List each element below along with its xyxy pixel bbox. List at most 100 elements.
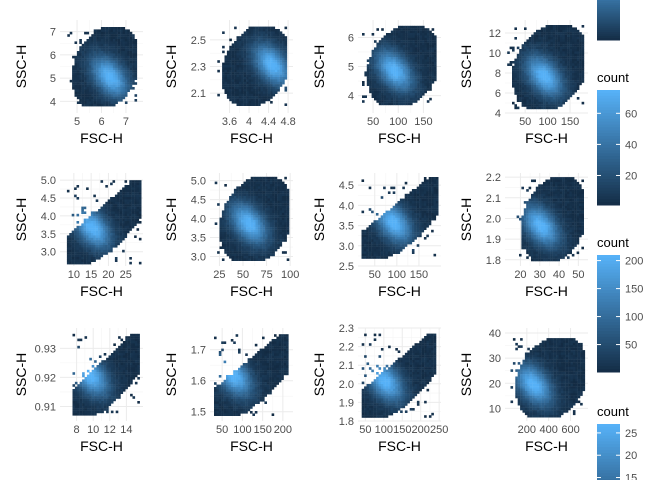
density-cell <box>84 48 87 52</box>
density-cell <box>417 66 420 70</box>
density-cell <box>134 216 137 219</box>
density-cell <box>129 182 132 186</box>
density-cell <box>120 82 123 85</box>
density-cell <box>102 235 106 238</box>
density-cell <box>257 253 261 257</box>
density-cell <box>272 72 276 75</box>
density-cell <box>279 198 283 201</box>
density-cell <box>110 72 114 76</box>
density-cell <box>248 103 252 106</box>
density-cell <box>134 209 137 212</box>
density-cell <box>120 31 123 35</box>
density-cell <box>398 40 401 43</box>
density-cell <box>129 187 132 190</box>
density-cell <box>555 65 558 69</box>
density-cell <box>417 93 420 96</box>
density-cell <box>229 79 232 82</box>
density-cell <box>270 57 273 61</box>
density-cell <box>238 229 242 233</box>
density-cell <box>265 67 268 70</box>
density-cell <box>383 37 387 41</box>
density-cell <box>112 230 116 234</box>
density-cell <box>410 95 413 98</box>
density-cell <box>98 58 102 61</box>
density-cell <box>129 257 132 260</box>
density-cell <box>105 96 109 100</box>
density-cell <box>512 68 515 71</box>
density-cell <box>110 58 114 61</box>
density-cell <box>569 73 573 76</box>
density-cell <box>368 244 372 247</box>
density-cell <box>431 37 435 41</box>
density-cell <box>267 53 271 56</box>
density-cell <box>390 97 394 101</box>
density-cell <box>124 221 128 224</box>
density-cell <box>414 61 418 65</box>
density-cell <box>231 256 235 259</box>
density-cell <box>279 41 283 44</box>
density-cell <box>246 36 249 39</box>
density-cell <box>274 244 278 247</box>
density-cell <box>241 60 244 63</box>
density-cell <box>270 48 273 51</box>
density-cell <box>100 209 104 212</box>
density-cell <box>79 101 82 104</box>
density-cell <box>545 106 549 110</box>
density-cell <box>422 81 425 84</box>
density-cell <box>262 96 266 99</box>
density-cell <box>127 34 130 37</box>
density-cell <box>279 184 283 187</box>
density-cell <box>250 224 254 228</box>
density-cell <box>274 62 278 66</box>
density-cell <box>550 65 553 69</box>
density-cell <box>255 248 259 252</box>
density-cell <box>374 93 377 96</box>
density-cell <box>521 80 525 83</box>
density-cell <box>112 201 116 205</box>
density-cell <box>222 77 225 80</box>
density-cell <box>371 241 374 245</box>
density-cell <box>119 218 123 222</box>
density-cell <box>265 72 268 75</box>
density-cell <box>221 244 225 247</box>
density-cell <box>98 51 102 54</box>
density-cell <box>81 65 85 68</box>
density-cell <box>393 102 396 106</box>
density-cells <box>67 27 138 107</box>
density-cell <box>120 67 123 71</box>
density-cell <box>407 95 411 98</box>
density-cell <box>248 86 252 90</box>
density-cell <box>74 79 78 83</box>
density-cell <box>260 191 263 194</box>
density-cell <box>262 31 266 34</box>
density-cell <box>260 186 263 189</box>
density-cell <box>102 242 106 246</box>
density-cell <box>374 73 377 77</box>
density-cell <box>576 49 580 52</box>
density-cell <box>110 199 113 202</box>
density-cell <box>393 59 396 62</box>
density-cell <box>265 57 268 61</box>
density-cell <box>375 222 379 226</box>
density-cell <box>543 32 546 35</box>
density-cell <box>76 233 80 236</box>
density-cell <box>91 65 94 68</box>
density-cell <box>274 217 278 221</box>
density-cell <box>236 220 239 223</box>
density-cell <box>234 77 237 80</box>
density-cell <box>238 36 242 39</box>
y-axis-label: SSC-H <box>163 45 179 89</box>
density-cell <box>129 221 132 224</box>
density-cell <box>98 53 102 56</box>
density-cell <box>548 51 551 54</box>
density-cell <box>84 91 87 95</box>
density-cell <box>548 92 551 95</box>
density-cell <box>100 53 104 56</box>
density-cell <box>98 225 101 229</box>
density-cell <box>424 90 427 94</box>
density-cell <box>255 236 259 240</box>
density-cell <box>250 179 254 182</box>
density-cell <box>524 41 527 45</box>
density-cell <box>567 49 570 52</box>
density-cell <box>386 95 389 98</box>
